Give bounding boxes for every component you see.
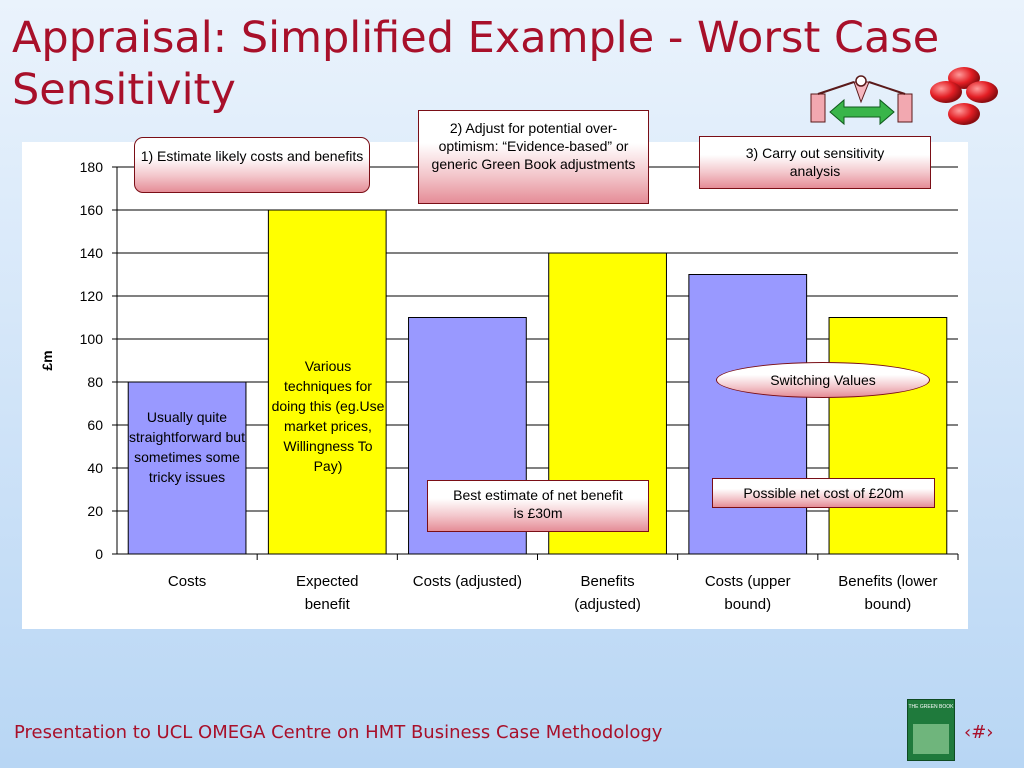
bar-1 [267,209,387,555]
x-tick-label: Costs (adjusted) [413,573,522,590]
y-tick-label: 0 [95,546,103,562]
y-tick-label: 40 [87,460,103,476]
y-tick-label: 180 [80,159,104,175]
footer-text: Presentation to UCL OMEGA Centre on HMT … [14,722,663,743]
y-axis-label: £m [39,350,55,370]
bar-0 [127,381,247,555]
costs-bar-note: Usually quite straightforward but someti… [129,409,245,485]
callout-sensitivity: 3) Carry out sensitivity analysis [699,136,931,189]
y-tick-label: 140 [80,245,104,261]
x-tick-label: Costs [168,573,206,590]
slide-title: Appraisal: Simplified Example - Worst Ca… [12,13,940,115]
expected-benefit-bar-note: Various techniques for doing this (eg.Us… [271,358,385,474]
y-tick-label: 100 [80,331,104,347]
x-tick-label: Benefits (adjusted) [574,573,641,613]
callout-estimate: 1) Estimate likely costs and benefits [134,137,370,193]
callout-net-cost: Possible net cost of £20m [712,478,935,508]
x-tick-label: Expected benefit [296,573,359,613]
y-tick-label: 60 [87,417,103,433]
callout-adjust: 2) Adjust for potential over-optimism: “… [418,110,649,204]
red-spheres-icon [930,67,998,125]
x-tick-label: Costs (upper bound) [705,573,791,613]
page-number: ‹#› [964,722,994,743]
green-book-logo: THE GREEN BOOK [907,699,955,761]
bar-4 [688,274,808,555]
callout-switching-values: Switching Values [716,362,930,398]
y-tick-label: 80 [87,374,103,390]
bar-5 [828,317,948,555]
green-book-logo-text: THE GREEN BOOK [908,704,954,710]
x-tick-label: Benefits (lower bound) [838,573,937,613]
y-tick-label: 20 [87,503,103,519]
callout-best-estimate: Best estimate of net benefit is £30m [427,480,649,532]
balance-scale-icon [810,75,913,126]
y-tick-label: 120 [80,288,104,304]
y-tick-label: 160 [80,202,104,218]
